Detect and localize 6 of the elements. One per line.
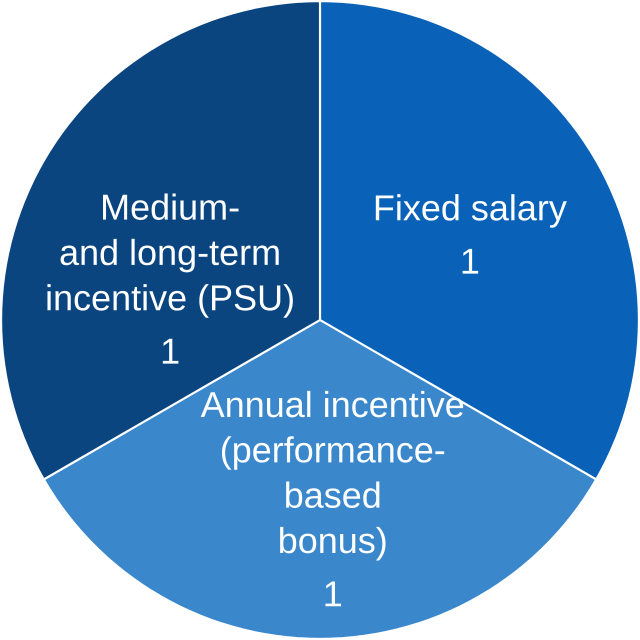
data-label: 1 — [162, 338, 178, 364]
data-label: 1 — [325, 582, 342, 606]
slice-label: Medium- and long-term incentive (PSU) — [47, 193, 293, 318]
data-label: 1 — [462, 248, 478, 274]
slice-label: Fixed salary — [376, 194, 567, 228]
slice-label: Annual incentive (performance-based bonus) — [200, 390, 464, 560]
